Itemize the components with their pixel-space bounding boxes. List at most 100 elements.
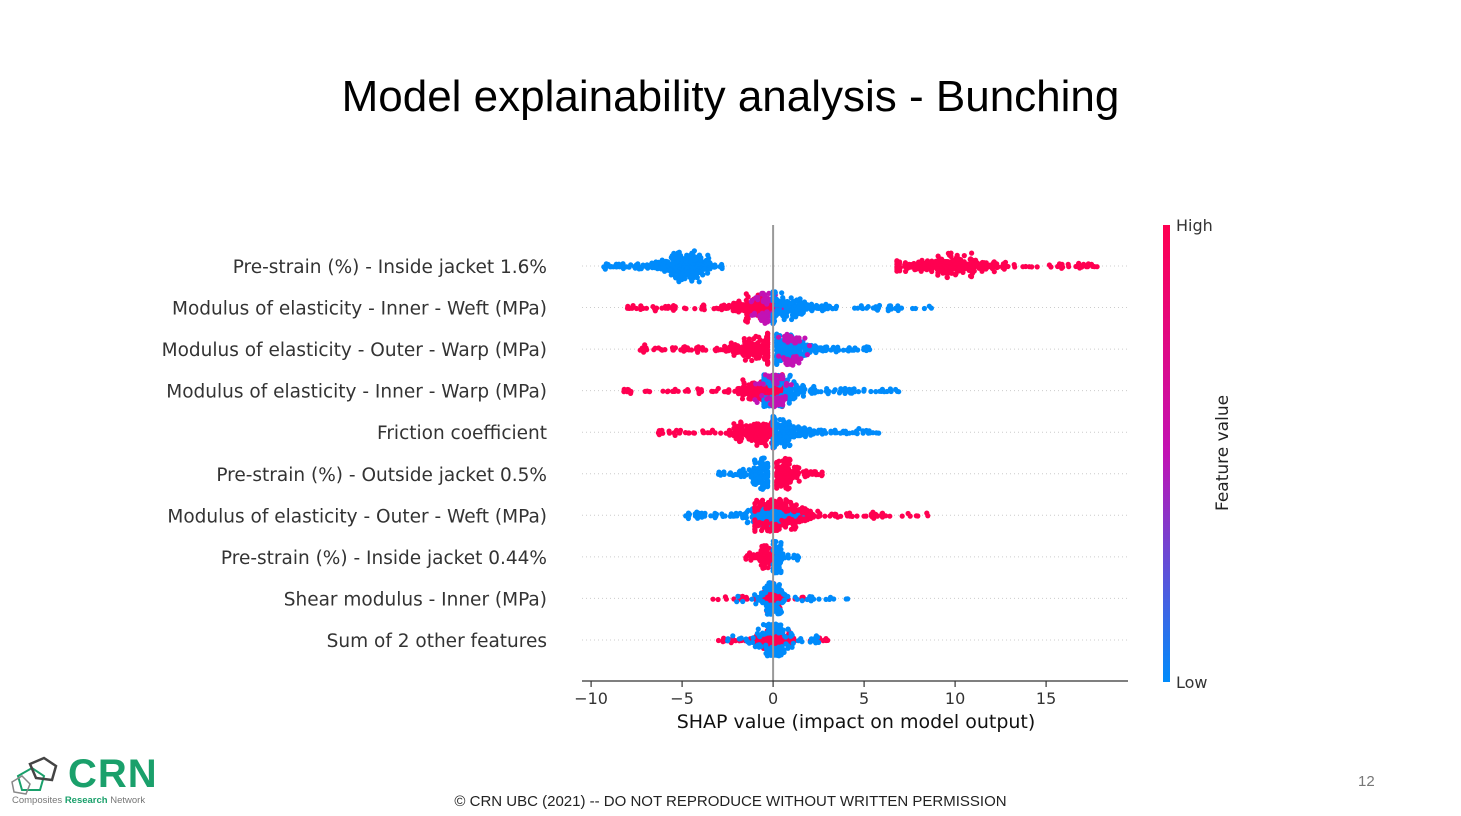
shap-point [940, 270, 946, 276]
shap-point [980, 266, 986, 272]
shap-point [966, 261, 972, 267]
shap-point [720, 639, 726, 645]
shap-point [802, 426, 808, 432]
shap-point [780, 398, 786, 405]
shap-point [810, 431, 816, 437]
x-tick-label: −10 [574, 689, 608, 708]
feature-label: Pre-strain (%) - Inside jacket 0.44% [221, 548, 547, 569]
feature-label: Modulus of elasticity - Outer - Warp (MP… [162, 340, 547, 361]
shap-point [779, 517, 785, 523]
shap-point [616, 261, 622, 267]
shap-point [798, 300, 804, 306]
shap-point [743, 472, 750, 478]
shap-point [765, 336, 771, 342]
shap-point [833, 349, 839, 355]
shap-point [792, 395, 798, 401]
colorbar-high-label: High [1176, 216, 1213, 235]
shap-point [777, 474, 783, 480]
shap-point [659, 257, 665, 263]
shap-point [778, 540, 784, 546]
shap-point [686, 430, 692, 436]
shap-point [895, 307, 901, 314]
shap-point [685, 515, 692, 522]
shap-point [764, 481, 770, 488]
shap-point [780, 522, 786, 528]
shap-point [774, 481, 780, 487]
shap-point [854, 513, 860, 519]
shap-point [765, 585, 771, 592]
shap-point [761, 455, 767, 461]
x-axis-label: SHAP value (impact on model output) [677, 711, 1036, 733]
shap-point [752, 526, 758, 532]
logo-text: CRN [68, 752, 158, 796]
shap-point [741, 352, 747, 358]
shap-point [755, 297, 761, 303]
shap-point [796, 350, 802, 356]
shap-point [737, 510, 743, 516]
shap-point [740, 466, 746, 472]
shap-point [842, 390, 848, 396]
shap-point [776, 334, 782, 340]
data-points [601, 248, 1100, 659]
shap-point [809, 594, 815, 600]
shap-point [766, 630, 772, 636]
shap-point [786, 519, 792, 526]
shap-point [645, 265, 651, 271]
shap-point [807, 426, 813, 432]
shap-point [819, 303, 825, 309]
shap-point [795, 391, 801, 397]
shap-point [797, 296, 803, 302]
shap-point [691, 430, 698, 436]
shap-point [735, 391, 742, 397]
shap-point [1046, 262, 1052, 268]
shap-point [809, 308, 815, 314]
shap-point [701, 430, 707, 436]
shap-point [759, 497, 766, 503]
shap-point [754, 341, 760, 347]
shap-point [786, 442, 793, 449]
shap-point [710, 596, 716, 602]
feature-label: Modulus of elasticity - Inner - Weft (MP… [172, 299, 547, 320]
shap-point [705, 252, 711, 258]
shap-point [874, 307, 881, 313]
shap-point [620, 265, 627, 272]
shap-point [785, 552, 791, 558]
shap-point [659, 305, 665, 311]
shap-point [715, 637, 722, 644]
shap-point [905, 510, 911, 517]
shap-point [1023, 263, 1029, 270]
shap-point [670, 255, 677, 261]
shap-point [778, 483, 784, 489]
shap-point [852, 305, 858, 311]
feature-label: Pre-strain (%) - Outside jacket 0.5% [216, 465, 547, 486]
shap-point [762, 313, 768, 319]
page-number: 12 [1358, 773, 1375, 790]
shap-point [784, 361, 790, 368]
shap-point [793, 502, 799, 508]
shap-point [887, 386, 894, 392]
shap-point [796, 335, 802, 341]
shap-point [868, 511, 874, 517]
shap-point [694, 509, 700, 515]
shap-point [650, 304, 656, 310]
shap-point [786, 478, 792, 484]
shap-point [721, 302, 727, 308]
shap-point [734, 599, 740, 605]
shap-point [670, 307, 677, 313]
slide-title: Model explainability analysis - Bunching [341, 72, 1120, 121]
shap-point [694, 274, 700, 281]
shap-point [638, 306, 644, 312]
shap-point [703, 257, 709, 263]
shap-point [1002, 259, 1009, 265]
shap-point [766, 290, 772, 296]
shap-point [670, 261, 676, 267]
shap-point [694, 255, 700, 262]
shap-point [981, 260, 987, 266]
shap-point [647, 389, 653, 395]
shap-point [768, 624, 774, 630]
shap-point [752, 522, 758, 529]
shap-point [888, 306, 895, 312]
shap-point [789, 362, 796, 368]
shap-point [813, 349, 819, 356]
shap-point [666, 428, 672, 434]
